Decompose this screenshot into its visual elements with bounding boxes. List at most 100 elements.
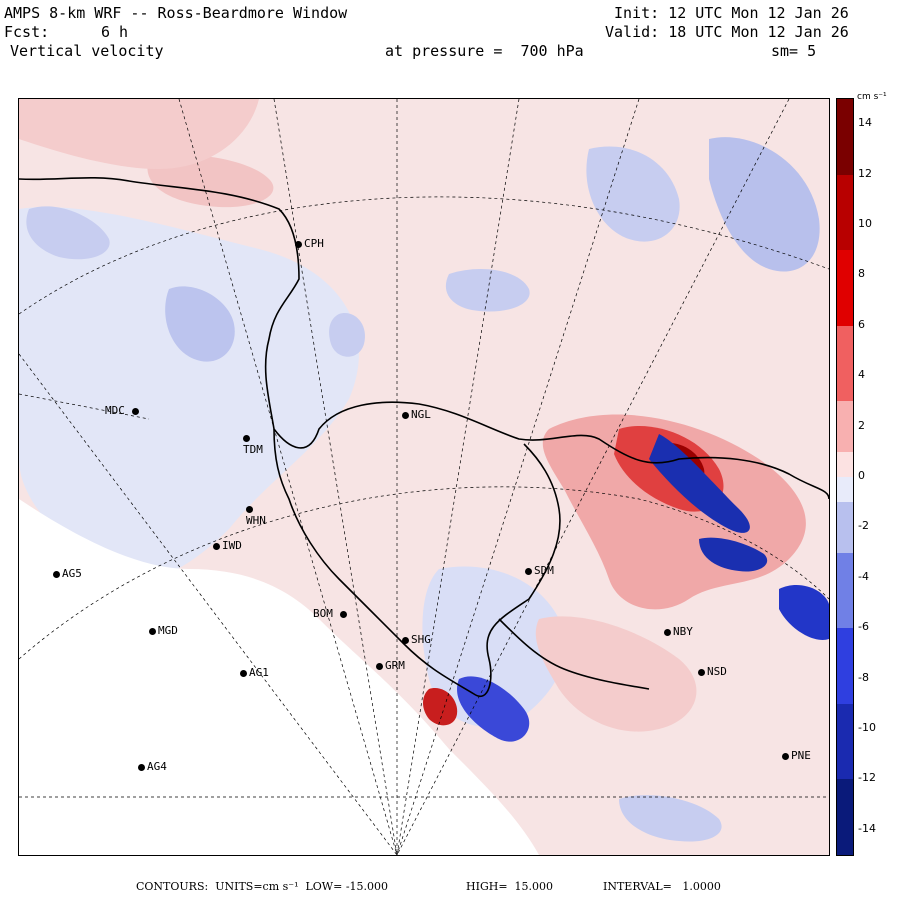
positive-blob [19,99,259,169]
colorbar-tick-label: -4 [858,569,869,583]
station-label: NGL [411,408,431,421]
colorbar-tick-label: 6 [858,317,865,331]
colorbar-segment [837,779,853,806]
station-dot [402,411,409,419]
colorbar-segment [837,325,853,352]
station-cph: CPH [295,238,324,250]
station-dot [698,668,705,676]
colorbar-tick-label: -12 [858,771,876,785]
station-label: MDC [105,404,125,417]
positive-band-center [377,328,653,412]
colorbar-tick-label: -6 [858,620,869,634]
negative-blob [26,206,110,260]
colorbar-tick-label: -8 [858,670,869,684]
station-dot [138,763,145,771]
colorbar [836,98,854,856]
station-label: SDM [534,564,554,577]
ice-shelf-edge [273,428,561,697]
station-dot [213,542,220,550]
station-label: PNE [791,749,811,762]
colorbar-segment [837,351,853,377]
station-label: NSD [707,665,727,678]
positive-dipole [423,688,458,726]
negative-blob [165,286,235,362]
station-dot [782,752,789,760]
station-label: WHN [246,514,266,527]
variable-name: Vertical velocity [10,42,164,60]
latitude-line [19,486,829,660]
station-ngl: NGL [402,409,431,421]
longitude-line [19,353,398,855]
station-grm: GRM [376,660,405,672]
station-label: BOM [313,607,333,620]
longitude-line [273,99,398,855]
map-title: AMPS 8-km WRF -- Ross-Beardmore Window [4,4,348,22]
colorbar-segment [837,754,853,780]
colorbar-tick-label: -10 [858,721,876,734]
colorbar-segment [837,225,853,251]
colorbar-segment [837,502,853,528]
negative-region-west [19,207,359,582]
station-dot [339,610,347,618]
station-sdm: SDM [525,565,554,577]
colorbar-segment [837,729,853,755]
colorbar-segment [837,124,853,150]
station-shg: SHG [402,634,431,646]
mountain-front [498,618,650,690]
colorbar-segment [837,653,853,680]
colorbar-segment [837,376,853,402]
station-label: MGD [158,624,178,637]
init-time: Init: 12 UTC Mon 12 Jan 26 [614,4,849,22]
positive-region-south [535,616,697,732]
colorbar-segment [837,149,853,176]
valid-time: Valid: 18 UTC Mon 12 Jan 26 [605,23,849,41]
graticule [19,99,829,855]
station-dot [295,240,302,248]
positive-blob [147,155,274,208]
colorbar-segment [837,174,853,201]
colorbar-units: cm s⁻¹ [857,92,887,102]
station-ag4: AG4 [138,761,167,773]
no-data-region [19,499,539,855]
longitude-line [396,99,640,855]
station-nby: NBY [664,626,693,638]
negative-dipole [457,676,530,742]
station-label: TDM [243,443,263,456]
negative-blob [329,313,365,357]
map-panel [18,98,830,856]
station-label: CPH [304,237,324,250]
station-label: NBY [673,625,693,638]
station-label: AG1 [249,666,269,679]
negative-blob [445,269,530,312]
colorbar-segment [837,401,853,428]
station-dot [131,407,139,415]
station-label: AG5 [62,567,82,580]
longitude-line [396,99,520,855]
contour-interval: INTERVAL= 1.0000 [603,880,721,893]
station-mdc: MDC [105,405,141,417]
station-dot [664,628,671,636]
colorbar-tick-label: 10 [858,217,872,230]
station-dot [246,505,253,513]
station-label: GRM [385,659,405,672]
station-whn: WHN [246,503,266,527]
colorbar-segment [837,199,853,226]
station-label: IWD [222,539,242,552]
negative-blob [619,795,722,842]
contour-units-low: CONTOURS: UNITS=cm s⁻¹ LOW= -15.000 [136,880,389,893]
latitude-line [19,196,829,315]
colorbar-segment [837,678,853,705]
colorbar-segment [837,300,853,327]
colorbar-tick-label: 8 [858,267,865,281]
station-iwd: IWD [213,540,242,552]
station-dot [376,662,383,670]
colorbar-segment [837,552,853,579]
station-dot [525,567,532,575]
colorbar-segment [837,99,853,125]
station-dot [402,636,409,644]
colorbar-tick-label: 0 [858,469,865,482]
colorbar-segment [837,426,853,453]
station-label: AG4 [147,760,167,773]
station-label: SHG [411,633,431,646]
station-bom: BOM [313,608,349,620]
